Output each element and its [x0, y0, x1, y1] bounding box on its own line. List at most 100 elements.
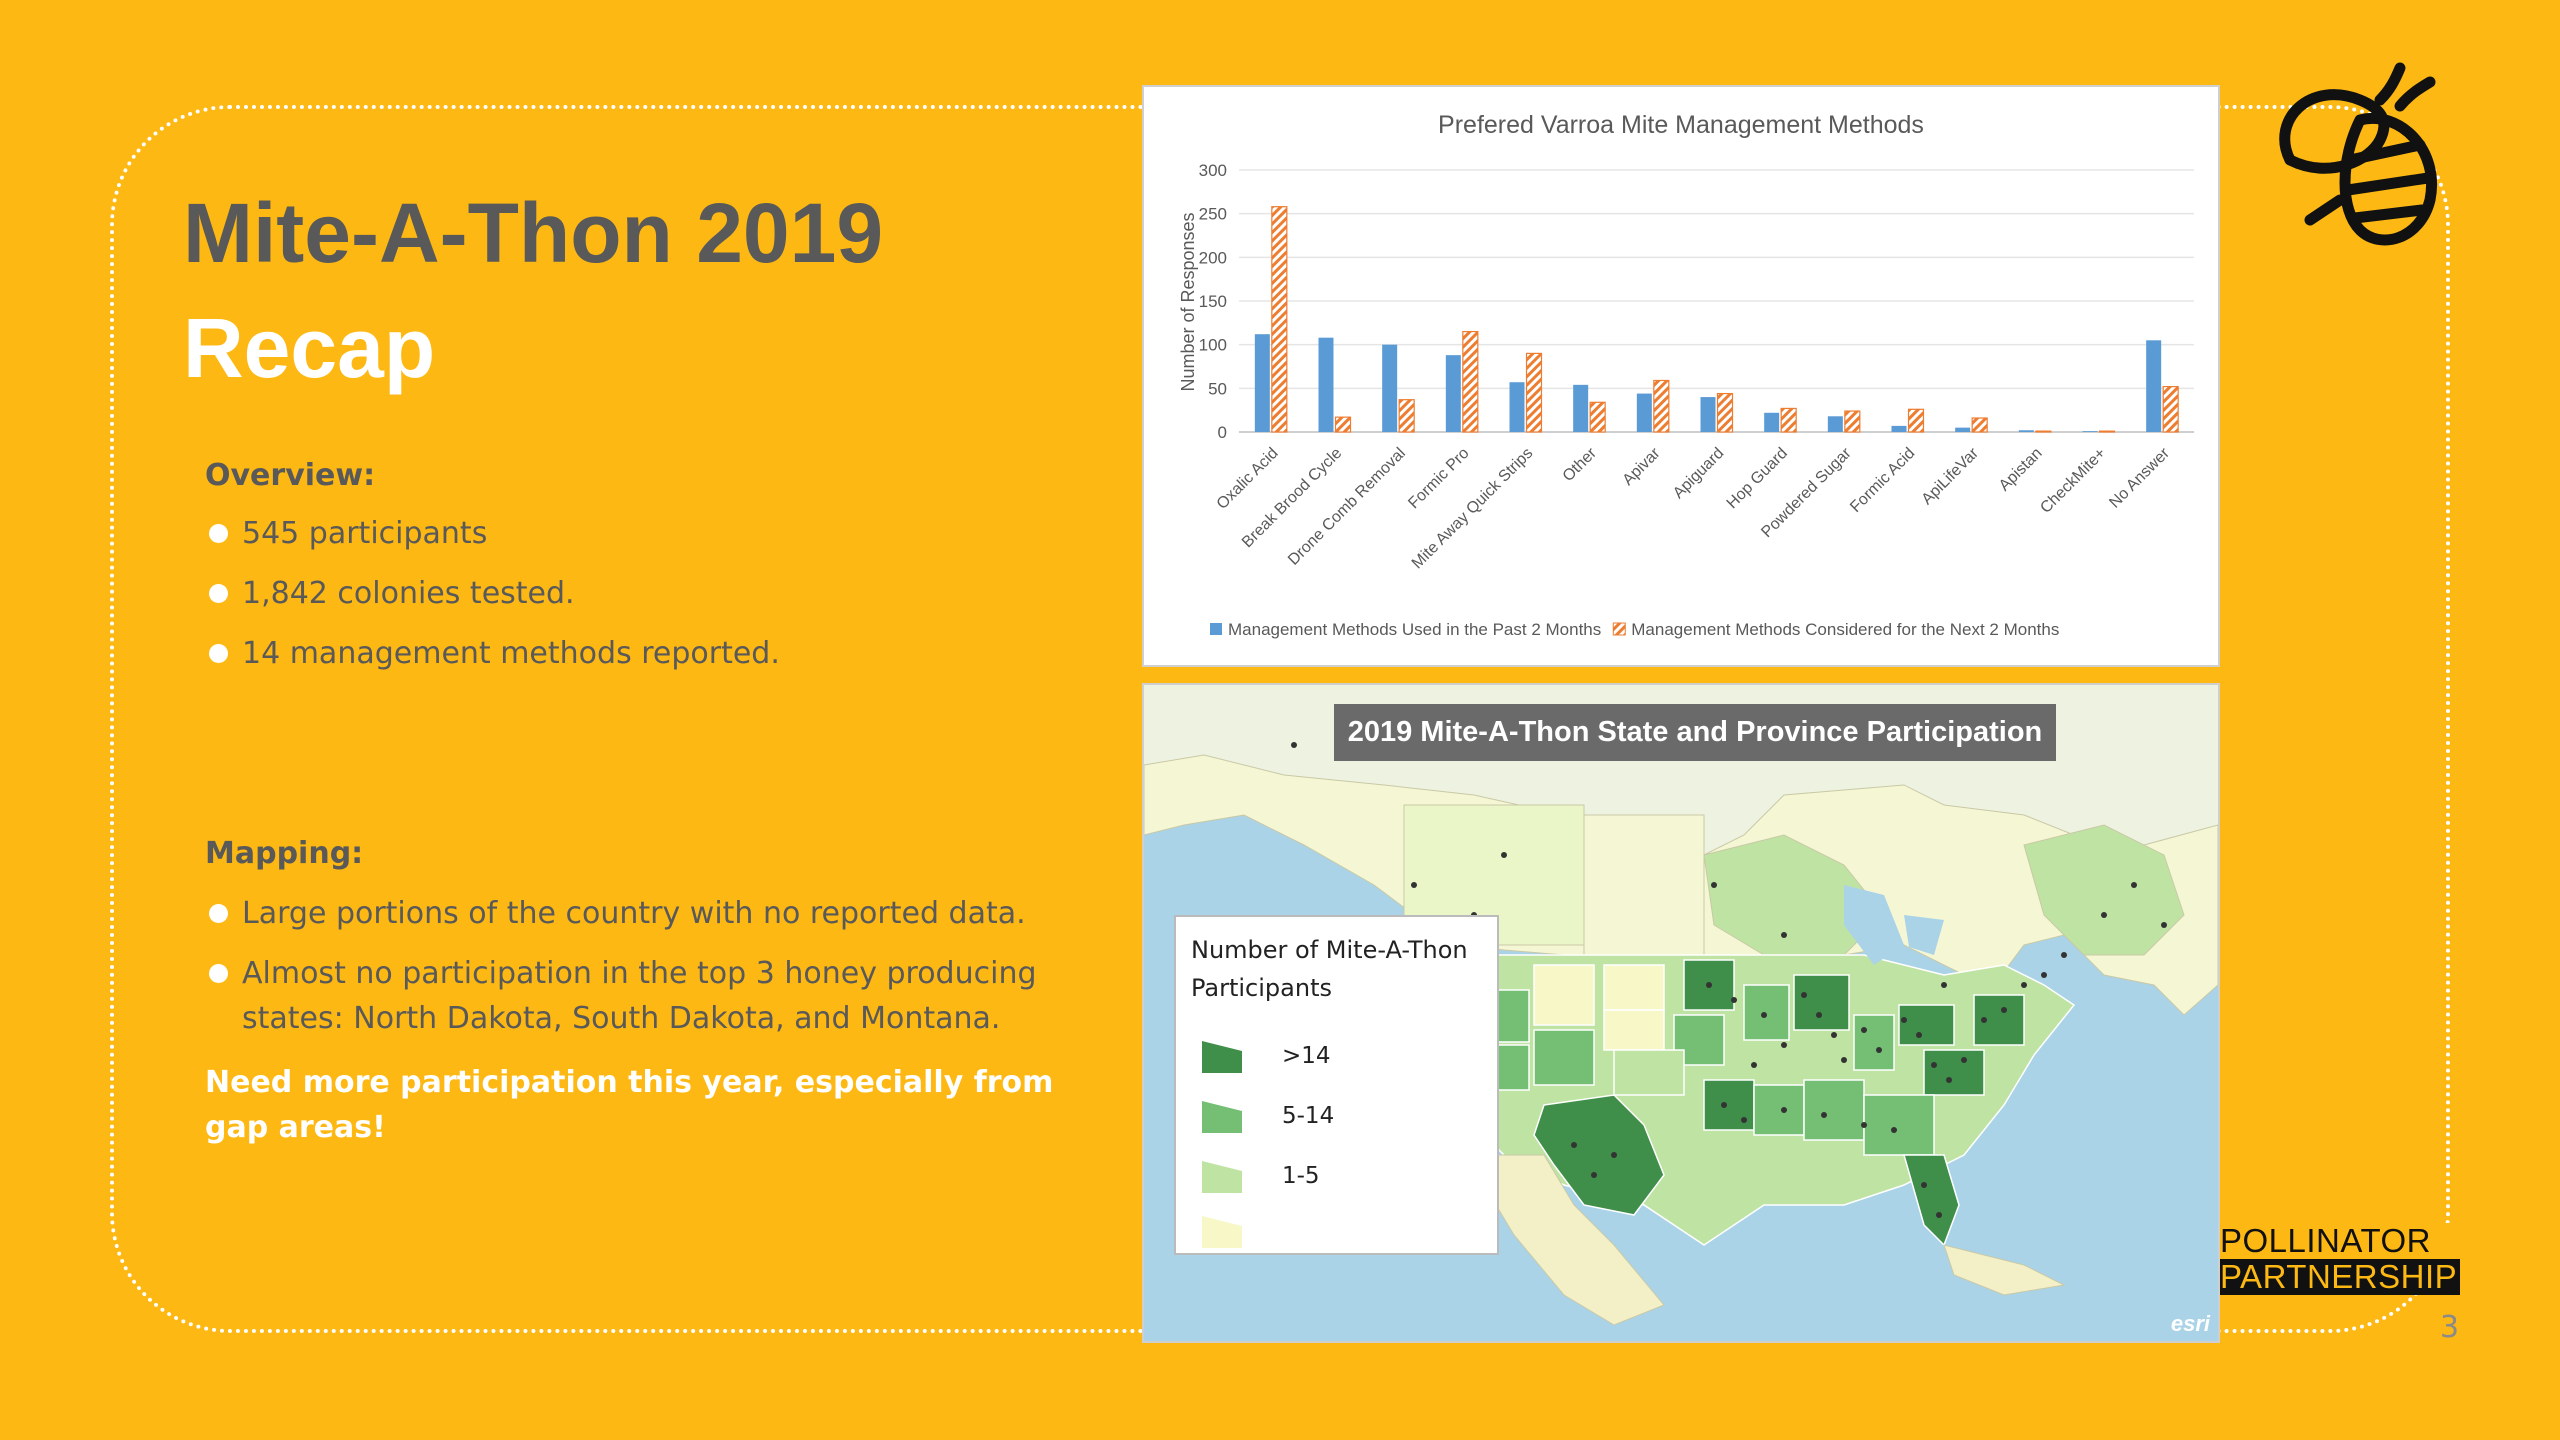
legend-label: Management Methods Used in the Past 2 Mo…	[1228, 620, 1601, 639]
legend-swatch	[1210, 623, 1222, 635]
legend-item: >14	[1202, 1037, 1472, 1077]
bar-used-past-2-months	[1955, 427, 1971, 432]
chart-panel: Prefered Varroa Mite Management Methods …	[1142, 85, 2220, 667]
map-legend: Number of Mite-A-Thon Participants >14 5…	[1174, 915, 1499, 1255]
bar-considered-next-2-months	[1653, 379, 1670, 433]
x-tick-label: No Answer	[2106, 444, 2173, 511]
y-tick-label: 250	[1199, 205, 1227, 224]
overview-item-text: 545 participants	[242, 516, 488, 551]
mapping-item: Large portions of the country with no re…	[205, 891, 1065, 936]
bar-considered-next-2-months	[1780, 407, 1797, 433]
legend-label: >14	[1282, 1043, 1331, 1069]
bar-used-past-2-months	[2082, 431, 2098, 432]
bar-used-past-2-months	[1891, 425, 1907, 432]
bullet-icon	[209, 584, 228, 603]
pollinator-partnership-logo: POLLINATOR PARTNERSHIP	[2220, 1223, 2460, 1295]
brand-line2: PARTNERSHIP	[2220, 1259, 2460, 1295]
bar-considered-next-2-months	[1971, 417, 1988, 433]
legend-swatch	[1612, 622, 1626, 636]
y-tick-label: 0	[1218, 423, 1227, 442]
x-tick-label: Formic Acid	[1847, 445, 1918, 516]
legend-label: 1-5	[1282, 1163, 1320, 1189]
overview-list: 545 participants 1,842 colonies tested. …	[205, 511, 1065, 691]
map-panel: 2019 Mite-A-Thon State and Province Part…	[1142, 683, 2220, 1343]
bar-considered-next-2-months	[1716, 392, 1734, 433]
x-tick-label: Other	[1560, 444, 1601, 485]
legend-swatch	[1202, 1161, 1242, 1193]
x-tick-label: Hop Guard	[1724, 445, 1791, 512]
overview-item-text: 1,842 colonies tested.	[242, 576, 575, 611]
mapping-heading: Mapping:	[205, 836, 364, 871]
callout-text: Need more participation this year, espec…	[205, 1065, 1054, 1145]
y-tick-label: 50	[1208, 379, 1227, 398]
bar-considered-next-2-months	[2035, 430, 2052, 433]
bar-considered-next-2-months	[2098, 430, 2116, 433]
bar-used-past-2-months	[1764, 412, 1780, 432]
bullet-icon	[209, 964, 228, 983]
x-tick-label: CheckMite+	[2037, 445, 2109, 517]
brand-line1: POLLINATOR	[2220, 1223, 2460, 1259]
x-tick-label: Apivar	[1620, 444, 1665, 489]
overview-item: 1,842 colonies tested.	[205, 571, 1065, 616]
bee-icon	[2279, 62, 2437, 246]
y-tick-label: 200	[1199, 248, 1227, 267]
overview-item: 14 management methods reported.	[205, 631, 1065, 676]
bar-used-past-2-months	[1445, 355, 1461, 432]
bar-considered-next-2-months	[1525, 352, 1543, 433]
x-tick-label: Apistan	[1996, 445, 2046, 495]
esri-attribution: esri	[2170, 1311, 2210, 1336]
y-axis-label: Number of Responses	[1178, 212, 1198, 391]
bar-considered-next-2-months	[2162, 385, 2179, 433]
overview-heading: Overview:	[205, 458, 376, 493]
bullet-icon	[209, 904, 228, 923]
legend-title: Number of Mite-A-Thon Participants	[1191, 936, 1468, 1002]
bar-used-past-2-months	[2146, 340, 2162, 432]
y-tick-label: 300	[1199, 161, 1227, 180]
overview-item: 545 participants	[205, 511, 1065, 556]
x-tick-label: Mite Away Quick Strips	[1409, 445, 1537, 573]
bar-used-past-2-months	[1636, 393, 1652, 432]
bar-considered-next-2-months	[1589, 401, 1606, 433]
map-title: 2019 Mite-A-Thon State and Province Part…	[1334, 704, 2056, 761]
slide-subtitle: Recap	[183, 301, 436, 395]
bullet-icon	[209, 524, 228, 543]
page-number: 3	[2440, 1310, 2460, 1345]
overview-item-text: 14 management methods reported.	[242, 636, 780, 671]
legend-label: Management Methods Considered for the Ne…	[1631, 620, 2059, 639]
legend-swatch	[1202, 1041, 1242, 1073]
bar-considered-next-2-months	[1844, 410, 1861, 433]
legend-swatch	[1202, 1216, 1242, 1248]
chart-title: Prefered Varroa Mite Management Methods	[1438, 111, 1924, 139]
bar-chart: Prefered Varroa Mite Management Methods …	[1178, 111, 2194, 639]
bar-used-past-2-months	[1509, 382, 1525, 432]
x-tick-label: Formic Pro	[1405, 445, 1472, 512]
legend-item: 5-14	[1202, 1097, 1472, 1137]
mapping-item-text: Large portions of the country with no re…	[242, 896, 1026, 931]
bar-used-past-2-months	[1254, 334, 1270, 432]
y-tick-label: 100	[1199, 336, 1227, 355]
bar-used-past-2-months	[1382, 344, 1398, 432]
bar-used-past-2-months	[1318, 337, 1334, 432]
bar-considered-next-2-months	[1271, 206, 1288, 433]
x-tick-label: Oxalic Acid	[1214, 445, 1282, 513]
x-tick-label: ApiLifeVar	[1919, 444, 1983, 508]
mapping-item: Almost no participation in the top 3 hon…	[205, 951, 1065, 1041]
slide-title: Mite-A-Thon 2019	[183, 186, 884, 280]
bar-used-past-2-months	[2018, 430, 2034, 432]
bar-considered-next-2-months	[1907, 408, 1925, 433]
mapping-item-text: Almost no participation in the top 3 hon…	[242, 956, 1037, 1036]
bar-considered-next-2-months	[1462, 330, 1479, 433]
bar-used-past-2-months	[1700, 397, 1716, 432]
mapping-list: Large portions of the country with no re…	[205, 891, 1065, 1056]
bar-used-past-2-months	[1573, 384, 1589, 432]
legend-label: 5-14	[1282, 1103, 1335, 1129]
x-tick-label: Drone Comb Removal	[1285, 445, 1409, 569]
x-tick-label: Apiguard	[1670, 445, 1727, 502]
bar-used-past-2-months	[1827, 416, 1843, 432]
bar-considered-next-2-months	[1334, 416, 1352, 433]
legend-swatch	[1202, 1101, 1242, 1133]
legend-item: 1-5	[1202, 1157, 1472, 1197]
bar-considered-next-2-months	[1398, 399, 1415, 433]
legend-item	[1202, 1212, 1472, 1252]
y-tick-label: 150	[1199, 292, 1227, 311]
